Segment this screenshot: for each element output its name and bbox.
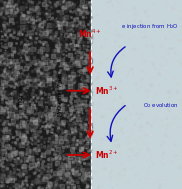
Bar: [91, 0, 182, 189]
Text: Mn$^{3+}$: Mn$^{3+}$: [95, 84, 118, 97]
Text: O$_2$ evolution: O$_2$ evolution: [143, 101, 178, 110]
Text: Mn$^{2+}$: Mn$^{2+}$: [95, 149, 118, 161]
Text: TiO$_2$ nw: TiO$_2$ nw: [17, 83, 26, 106]
Text: Mn$^{4+}$: Mn$^{4+}$: [78, 28, 102, 40]
Bar: [0, 0, 91, 189]
Text: MnO$_x$ shell 7 nm: MnO$_x$ shell 7 nm: [56, 72, 64, 117]
Text: e injection from H$_2$O: e injection from H$_2$O: [121, 22, 178, 31]
